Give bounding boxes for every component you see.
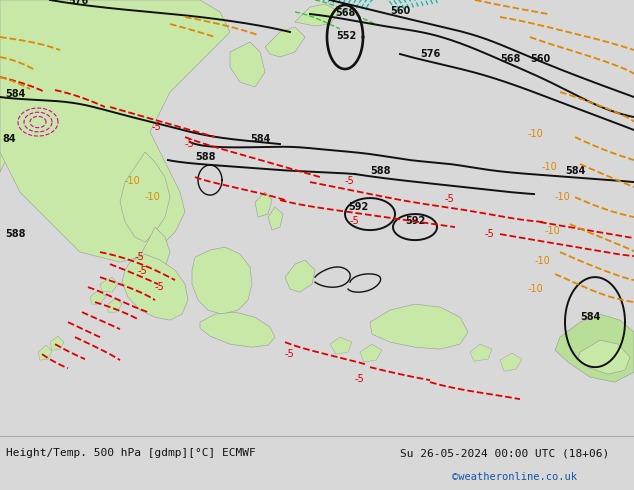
Text: 552: 552 xyxy=(336,31,356,41)
Text: -10: -10 xyxy=(125,176,141,186)
Polygon shape xyxy=(100,277,118,292)
Polygon shape xyxy=(255,192,272,217)
Text: -5: -5 xyxy=(138,266,148,276)
Polygon shape xyxy=(0,0,230,262)
Polygon shape xyxy=(360,344,382,362)
Text: -10: -10 xyxy=(542,162,558,172)
Polygon shape xyxy=(138,227,170,284)
Text: 576: 576 xyxy=(68,0,88,6)
Polygon shape xyxy=(470,344,492,361)
Polygon shape xyxy=(120,152,170,242)
Text: -5: -5 xyxy=(485,229,495,239)
Text: 584: 584 xyxy=(5,89,25,99)
Text: -5: -5 xyxy=(185,139,195,149)
Polygon shape xyxy=(0,0,30,172)
Text: ©weatheronline.co.uk: ©weatheronline.co.uk xyxy=(452,472,577,482)
Polygon shape xyxy=(200,312,275,347)
Polygon shape xyxy=(370,304,468,349)
Polygon shape xyxy=(108,298,122,312)
Text: -5: -5 xyxy=(345,176,355,186)
Polygon shape xyxy=(265,27,305,57)
Text: -10: -10 xyxy=(528,129,544,139)
Text: -5: -5 xyxy=(445,194,455,204)
Text: 568: 568 xyxy=(335,8,356,18)
Polygon shape xyxy=(230,42,265,87)
Text: 588: 588 xyxy=(5,229,25,239)
Text: 588: 588 xyxy=(195,152,216,162)
Text: -10: -10 xyxy=(535,256,551,266)
Polygon shape xyxy=(285,260,315,292)
Polygon shape xyxy=(50,336,64,350)
Text: 576: 576 xyxy=(420,49,440,59)
Polygon shape xyxy=(555,314,634,382)
Polygon shape xyxy=(500,353,522,371)
Text: 592: 592 xyxy=(405,216,425,226)
Polygon shape xyxy=(268,207,283,230)
Text: -5: -5 xyxy=(355,374,365,384)
Polygon shape xyxy=(192,247,252,314)
Polygon shape xyxy=(122,254,188,320)
Text: -10: -10 xyxy=(555,192,571,202)
Text: 592: 592 xyxy=(348,202,368,212)
Polygon shape xyxy=(90,290,106,304)
Text: 584: 584 xyxy=(565,166,585,176)
Text: -10: -10 xyxy=(528,284,544,294)
Text: -5: -5 xyxy=(135,252,145,262)
Text: Height/Temp. 500 hPa [gdmp][°C] ECMWF: Height/Temp. 500 hPa [gdmp][°C] ECMWF xyxy=(6,448,256,458)
Text: 568: 568 xyxy=(500,54,521,64)
Text: 84: 84 xyxy=(2,134,16,144)
Text: -5: -5 xyxy=(285,349,295,359)
Text: 588: 588 xyxy=(370,166,391,176)
Text: 584: 584 xyxy=(250,134,270,144)
Text: 584: 584 xyxy=(580,312,600,322)
Polygon shape xyxy=(38,345,52,360)
Text: -10: -10 xyxy=(545,226,560,236)
Text: 560: 560 xyxy=(390,6,410,16)
Text: 560: 560 xyxy=(530,54,550,64)
Polygon shape xyxy=(578,340,630,374)
Text: Su 26-05-2024 00:00 UTC (18+06): Su 26-05-2024 00:00 UTC (18+06) xyxy=(400,448,609,458)
Polygon shape xyxy=(330,337,352,354)
Polygon shape xyxy=(295,4,340,26)
Text: -5: -5 xyxy=(350,216,359,226)
Text: -5: -5 xyxy=(155,282,165,292)
Text: -10: -10 xyxy=(145,192,161,202)
Text: -5: -5 xyxy=(152,122,162,132)
